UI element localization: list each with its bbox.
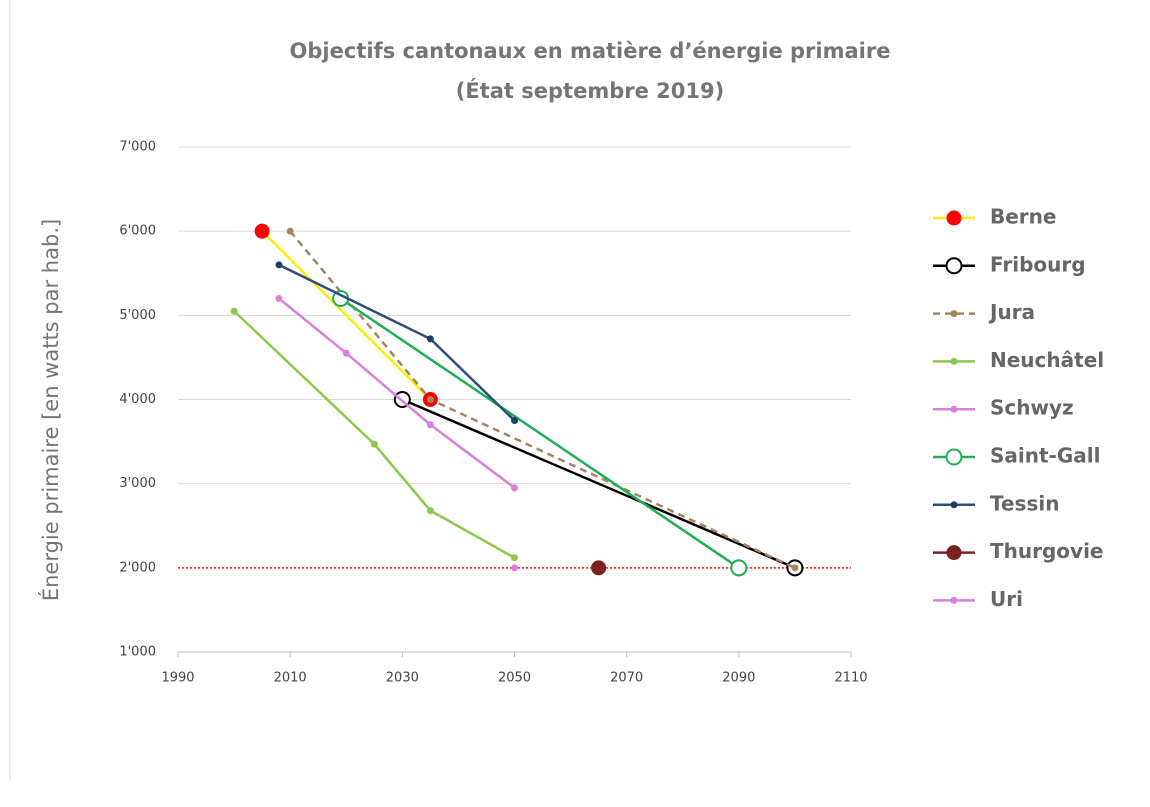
y-tick-label: 2'000 bbox=[119, 560, 156, 575]
x-tick-label: 2110 bbox=[834, 671, 867, 686]
legend-label: Berne bbox=[990, 205, 1056, 229]
data-point bbox=[275, 261, 283, 269]
x-tick-label: 2070 bbox=[610, 671, 643, 686]
legend-label: Saint-Gall bbox=[990, 444, 1100, 468]
data-point bbox=[286, 227, 294, 235]
legend-label: Neuchâtel bbox=[990, 348, 1104, 372]
legend-label: Jura bbox=[988, 300, 1035, 324]
y-tick-label: 1'000 bbox=[119, 645, 156, 660]
series-line bbox=[233, 310, 516, 559]
data-point bbox=[511, 417, 518, 425]
y-tick-label: 7'000 bbox=[119, 140, 156, 155]
x-tick-label: 1990 bbox=[161, 671, 194, 686]
data-point bbox=[275, 295, 283, 302]
y-tick-label: 6'000 bbox=[119, 224, 156, 239]
chart-subtitle: (État septembre 2019) bbox=[456, 78, 724, 103]
legend-marker bbox=[950, 501, 958, 509]
y-tick-label: 3'000 bbox=[119, 476, 156, 491]
legend-marker bbox=[945, 257, 963, 275]
legend-label: Schwyz bbox=[990, 396, 1074, 420]
x-tick-label: 2010 bbox=[274, 671, 307, 686]
data-point bbox=[511, 484, 518, 492]
series-line bbox=[339, 297, 740, 569]
legend-marker bbox=[950, 596, 958, 604]
data-point bbox=[370, 440, 378, 448]
data-point bbox=[511, 564, 518, 572]
legend-label: Tessin bbox=[990, 491, 1059, 515]
data-point bbox=[426, 396, 434, 403]
data-point bbox=[511, 554, 518, 562]
data-point bbox=[426, 335, 434, 343]
y-tick-label: 5'000 bbox=[119, 308, 156, 323]
x-tick-label: 2030 bbox=[386, 671, 419, 686]
legend-label: Fribourg bbox=[990, 252, 1086, 276]
data-point bbox=[342, 349, 350, 357]
legend-label: Thurgovie bbox=[990, 539, 1104, 563]
data-point bbox=[730, 559, 748, 577]
data-point bbox=[591, 560, 607, 576]
data-point bbox=[426, 507, 434, 515]
data-point bbox=[254, 223, 270, 239]
legend-marker bbox=[950, 310, 958, 318]
y-tick-label: 4'000 bbox=[119, 392, 156, 407]
y-axis-label: Énergie primaire [en watts par hab.] bbox=[38, 219, 63, 601]
legend-marker bbox=[946, 210, 962, 226]
legend-marker bbox=[946, 545, 962, 561]
data-point bbox=[230, 307, 238, 315]
legend-marker bbox=[950, 405, 958, 413]
x-tick-label: 2090 bbox=[722, 671, 755, 686]
data-point bbox=[426, 421, 434, 429]
series-line bbox=[278, 297, 516, 489]
x-tick-label: 2050 bbox=[498, 671, 531, 686]
series-line bbox=[401, 398, 796, 569]
legend-marker bbox=[945, 448, 963, 466]
series-line bbox=[261, 230, 432, 401]
legend-marker bbox=[950, 357, 958, 365]
legend-label: Uri bbox=[990, 587, 1023, 611]
data-point bbox=[791, 564, 799, 572]
chart-title: Objectifs cantonaux en matière d’énergie… bbox=[290, 39, 891, 63]
